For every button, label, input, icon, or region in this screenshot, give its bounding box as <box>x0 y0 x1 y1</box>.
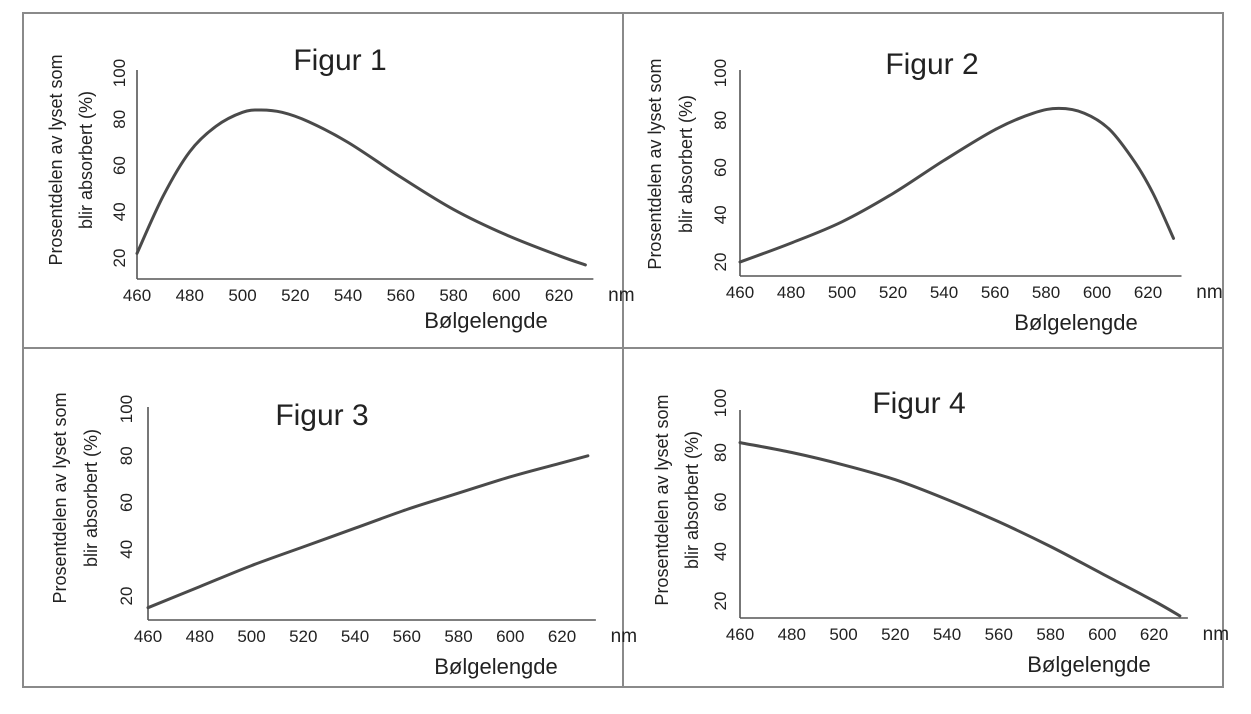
absorption-curve <box>146 454 590 610</box>
y-axis-label-line1: Prosentdelen av lyset som <box>645 58 665 269</box>
x-tick-label: 480 <box>186 627 214 646</box>
x-tick-label: 480 <box>176 286 204 305</box>
chart-title: Figur 1 <box>293 44 386 77</box>
x-tick-label: 560 <box>393 627 421 646</box>
chart-title: Figur 2 <box>885 48 978 81</box>
x-tick-label: 540 <box>341 627 369 646</box>
y-tick-label: 20 <box>117 587 136 606</box>
y-axis-label-line1: Prosentdelen av lyset som <box>46 54 66 265</box>
y-tick-label: 60 <box>711 158 730 177</box>
x-tick-label: 560 <box>387 286 415 305</box>
y-tick-label: 40 <box>711 205 730 224</box>
y-tick-label: 100 <box>110 59 129 87</box>
y-tick-label: 100 <box>711 59 730 87</box>
y-axis-label-line2: blir absorbert (%) <box>676 95 696 233</box>
x-tick-label: 520 <box>879 283 907 302</box>
x-tick-label: 520 <box>881 625 909 644</box>
x-unit-label: nm <box>1203 624 1229 645</box>
y-tick-label: 20 <box>711 253 730 272</box>
x-tick-label: 620 <box>548 627 576 646</box>
absorption-curve <box>135 108 587 267</box>
y-tick-label: 20 <box>711 592 730 611</box>
vertical-divider <box>622 12 624 688</box>
y-axis-label-line2: blir absorbert (%) <box>682 431 702 569</box>
x-tick-label: 520 <box>281 286 309 305</box>
x-tick-label: 520 <box>289 627 317 646</box>
figure-3: Figur 3 460 480 500 520 540 560 580 600 620 nm 20 40… <box>50 392 637 679</box>
y-tick-label: 80 <box>117 446 136 465</box>
y-tick-label: 60 <box>711 493 730 512</box>
x-tick-label: 460 <box>726 625 754 644</box>
x-tick-label: 600 <box>492 286 520 305</box>
x-tick-label: 480 <box>777 283 805 302</box>
x-tick-label: 580 <box>439 286 467 305</box>
y-tick-label: 80 <box>711 111 730 130</box>
y-tick-label: 80 <box>110 110 129 129</box>
figure-4: Figur 4 460 480 500 520 540 560 580 600 620 nm 20 40… <box>652 387 1229 677</box>
x-axis-label: Bølgelengde <box>434 654 558 679</box>
chart-title: Figur 3 <box>275 399 368 432</box>
y-tick-label: 100 <box>711 389 730 417</box>
x-tick-label: 460 <box>134 627 162 646</box>
x-tick-label: 500 <box>828 283 856 302</box>
y-tick-label: 60 <box>110 156 129 175</box>
x-axis-label: Bølgelengde <box>424 308 548 333</box>
y-tick-label: 40 <box>110 202 129 221</box>
x-tick-label: 460 <box>123 286 151 305</box>
x-unit-label: nm <box>608 285 634 306</box>
y-axis-label-line1: Prosentdelen av lyset som <box>50 392 70 603</box>
absorption-curve <box>738 441 1182 618</box>
y-tick-label: 60 <box>117 493 136 512</box>
y-tick-label: 80 <box>711 443 730 462</box>
x-tick-label: 600 <box>1083 283 1111 302</box>
x-unit-label: nm <box>1196 282 1222 303</box>
x-tick-label: 600 <box>496 627 524 646</box>
x-tick-label: 540 <box>930 283 958 302</box>
x-tick-label: 620 <box>545 286 573 305</box>
x-tick-label: 620 <box>1140 625 1168 644</box>
x-tick-label: 500 <box>237 627 265 646</box>
x-unit-label: nm <box>611 626 637 647</box>
y-tick-label: 40 <box>711 542 730 561</box>
x-tick-label: 600 <box>1088 625 1116 644</box>
y-tick-label: 100 <box>117 395 136 423</box>
y-tick-label: 40 <box>117 540 136 559</box>
x-axis-label: Bølgelengde <box>1014 310 1138 335</box>
y-tick-label: 20 <box>110 249 129 268</box>
x-tick-label: 500 <box>228 286 256 305</box>
x-tick-label: 540 <box>933 625 961 644</box>
x-tick-label: 580 <box>444 627 472 646</box>
x-axis-label: Bølgelengde <box>1027 652 1151 677</box>
x-tick-label: 480 <box>778 625 806 644</box>
x-tick-label: 560 <box>985 625 1013 644</box>
x-tick-label: 460 <box>726 283 754 302</box>
absorption-curve <box>738 106 1175 264</box>
chart-title: Figur 4 <box>872 387 965 420</box>
figure-1: Figur 1 460 480 500 520 540 560 580 600 620 nm 20 40… <box>46 44 635 333</box>
y-axis-label-line1: Prosentdelen av lyset som <box>652 394 672 605</box>
y-axis-label-line2: blir absorbert (%) <box>81 429 101 567</box>
horizontal-divider <box>22 347 1224 349</box>
x-tick-label: 560 <box>981 283 1009 302</box>
figure-2: Figur 2 460 480 500 520 540 560 580 600 620 nm 20 40… <box>645 48 1223 335</box>
x-tick-label: 580 <box>1032 283 1060 302</box>
x-tick-label: 540 <box>334 286 362 305</box>
x-tick-label: 500 <box>829 625 857 644</box>
y-axis-label-line2: blir absorbert (%) <box>76 91 96 229</box>
x-tick-label: 620 <box>1134 283 1162 302</box>
x-tick-label: 580 <box>1036 625 1064 644</box>
